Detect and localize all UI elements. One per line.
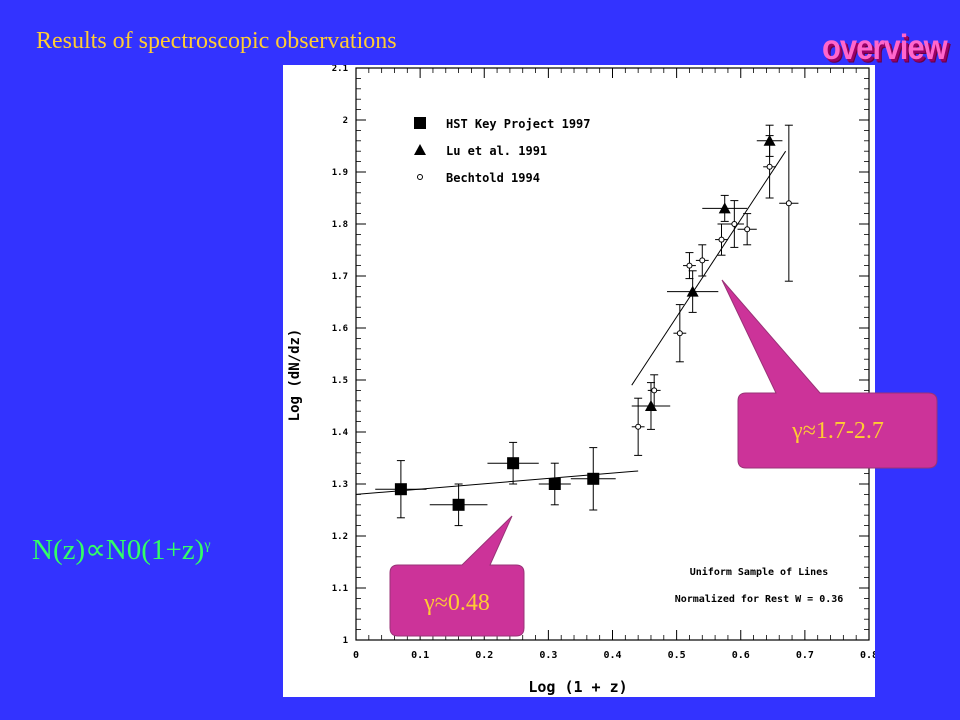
data-point-circle	[724, 200, 744, 248]
data-point-circle	[647, 374, 661, 407]
marker-square	[587, 472, 600, 485]
y-tick-label: 2	[343, 116, 348, 126]
chart-annotation: Uniform Sample of Lines	[690, 566, 828, 578]
y-axis-label: Log (dN/dz)	[287, 329, 303, 422]
x-tick-label: 0.5	[668, 650, 686, 661]
formula-main: N(z)∝N0(1+z)	[32, 534, 205, 566]
marker-circle	[744, 226, 751, 233]
legend-label: Lu et al. 1991	[446, 144, 547, 158]
marker-triangle	[686, 285, 699, 297]
power-law-formula: N(z)∝N0(1+z)γ	[32, 532, 211, 567]
y-tick-label: 1.1	[332, 584, 348, 594]
formula-exponent: γ	[204, 538, 211, 553]
y-tick-label: 1.7	[332, 272, 348, 282]
data-point-triangle	[702, 194, 748, 222]
legend-marker-square	[414, 117, 426, 129]
marker-circle	[766, 163, 773, 170]
x-tick-label: 0.6	[732, 650, 750, 661]
y-tick-label: 1.8	[332, 220, 348, 230]
overview-button[interactable]: overview	[822, 27, 948, 68]
data-point-circle	[695, 244, 709, 277]
data-point-circle	[779, 124, 799, 282]
legend-label: Bechtold 1994	[446, 171, 540, 185]
y-tick-label: 1.9	[332, 168, 348, 178]
y-tick-label: 1.2	[332, 532, 348, 542]
marker-circle	[718, 236, 725, 243]
marker-circle	[676, 330, 683, 337]
data-point-circle	[673, 304, 687, 363]
x-tick-label: 0.4	[603, 650, 621, 661]
marker-square	[394, 483, 407, 496]
y-tick-label: 1.5	[332, 376, 348, 386]
marker-circle	[785, 200, 792, 207]
data-point-square	[570, 447, 616, 511]
y-tick-label: 1.3	[332, 480, 348, 490]
chart-annotation: Normalized for Rest W = 0.36	[675, 593, 844, 605]
data-point-circle	[737, 213, 757, 246]
marker-circle	[651, 387, 658, 394]
data-point-circle	[763, 135, 777, 199]
marker-square	[507, 457, 520, 470]
y-tick-label: 1	[343, 636, 348, 646]
data-point-square	[375, 460, 427, 519]
x-tick-label: 0.7	[796, 650, 814, 661]
x-tick-label: 0.2	[475, 650, 493, 661]
legend-marker-circle	[417, 174, 423, 180]
marker-circle	[699, 257, 706, 264]
marker-square	[452, 498, 465, 511]
slide-title: Results of spectroscopic observations	[36, 28, 397, 54]
spectroscopic-chart: 0 0.1 0.2 0.3 0.4 0.5 0.6 0.7 0.8 1 1.1 1.2 1.3 1.4 1.…	[287, 65, 875, 696]
marker-circle	[635, 423, 642, 430]
x-tick-label: 0	[353, 650, 359, 661]
marker-square	[548, 478, 561, 490]
data-point-square	[487, 441, 539, 485]
y-tick-label: 1.6	[332, 324, 348, 334]
plot-panel: 0 0.1 0.2 0.3 0.4 0.5 0.6 0.7 0.8 1 1.1 1.2 1.3 1.4 1.…	[283, 65, 875, 697]
marker-circle	[731, 221, 738, 227]
x-tick-label: 0.8	[860, 650, 875, 661]
data-point-square	[538, 462, 571, 506]
plot-frame	[355, 67, 870, 641]
data-point-circle	[631, 397, 645, 456]
x-tick-label: 0.3	[539, 650, 557, 661]
fit-line	[631, 150, 787, 386]
data-point-circle	[683, 252, 696, 280]
legend-label: HST Key Project 1997	[446, 117, 591, 131]
x-tick-label: 0.1	[411, 650, 429, 661]
legend-marker-triangle	[414, 144, 426, 155]
data-point-square	[429, 483, 488, 527]
x-axis-label: Log (1 + z)	[528, 678, 627, 696]
data-point-triangle	[667, 270, 719, 313]
y-tick-label: 2.1	[332, 65, 348, 74]
marker-triangle	[718, 202, 731, 214]
marker-circle	[686, 262, 693, 269]
data-point-circle	[715, 223, 728, 256]
y-tick-label: 1.4	[332, 428, 349, 438]
